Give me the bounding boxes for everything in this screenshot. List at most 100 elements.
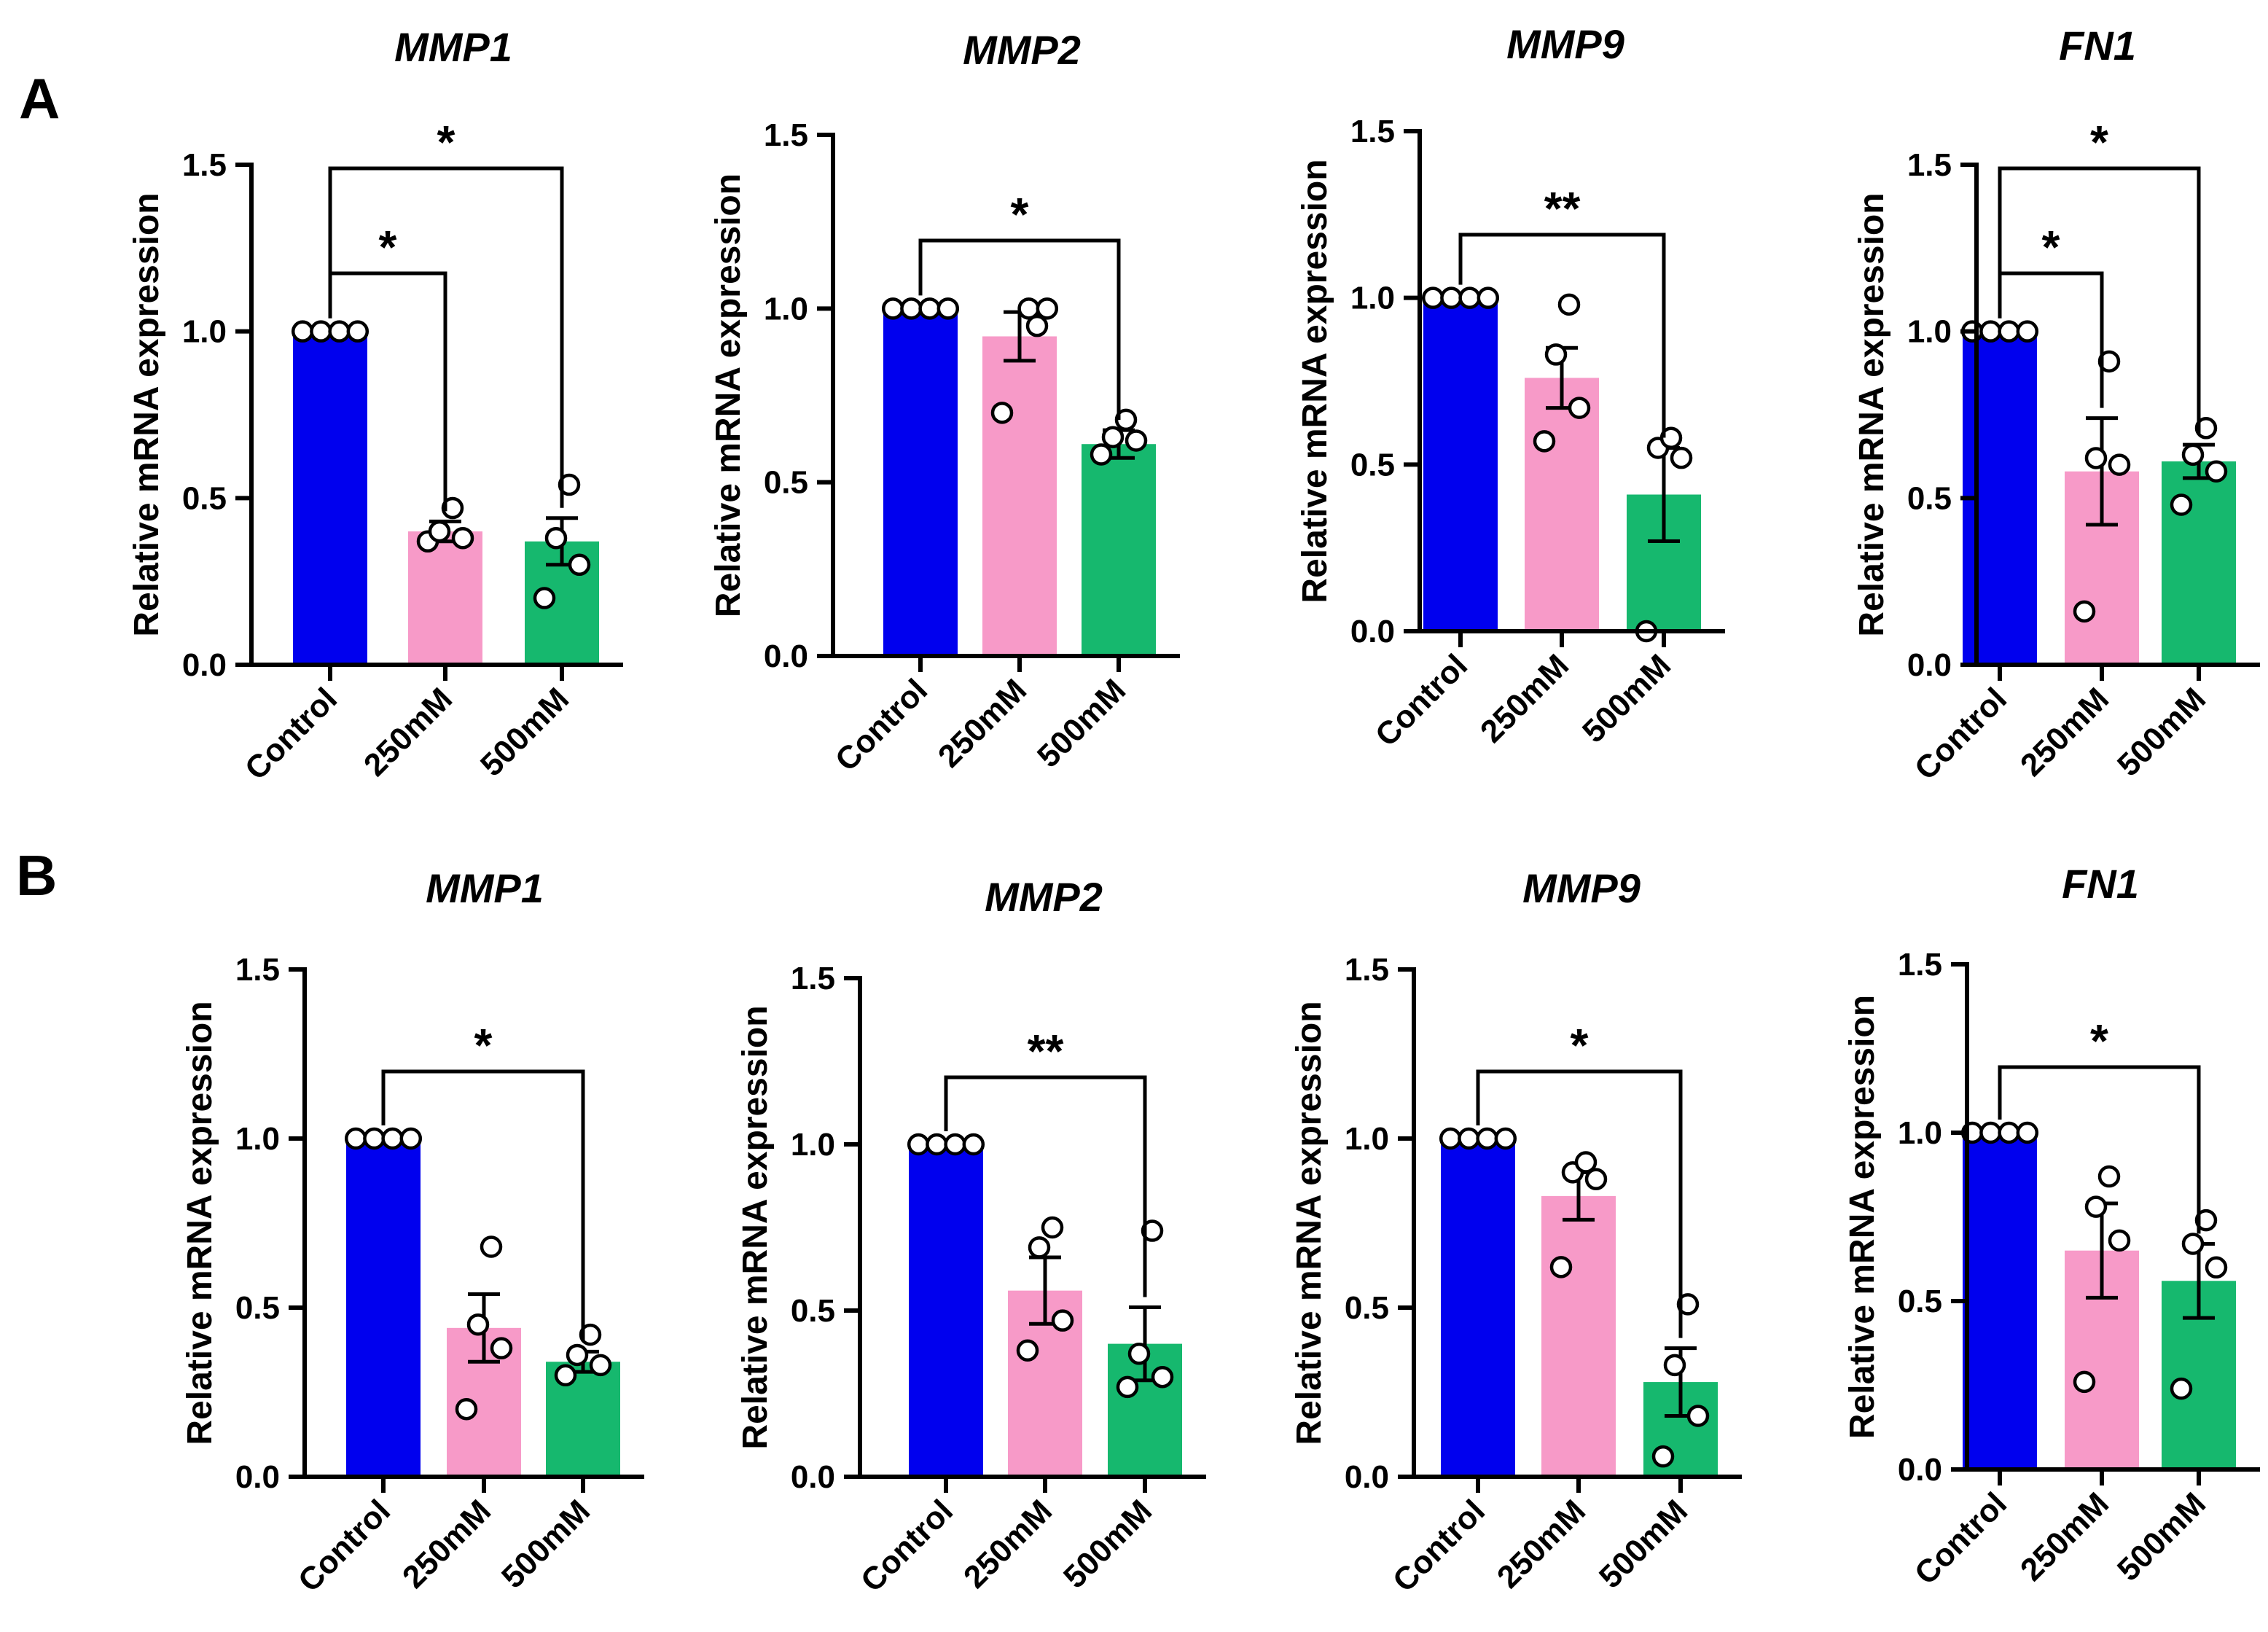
- data-point: [441, 496, 464, 520]
- bar-250mm: [1541, 1195, 1616, 1477]
- data-point: [881, 297, 904, 320]
- bar-control: [346, 1139, 421, 1477]
- data-point: [1440, 286, 1463, 309]
- y-tick-label: 1.5: [764, 117, 808, 153]
- data-point: [381, 1127, 404, 1150]
- chart-title: FN1: [2062, 861, 2139, 907]
- chart-title: MMP2: [985, 874, 1103, 920]
- x-tick-label: 500mM: [2111, 681, 2213, 783]
- data-point: [579, 1323, 602, 1346]
- significance-bracket: [1458, 233, 1666, 438]
- x-tick-label: Control: [829, 672, 934, 778]
- data-point: [1127, 1343, 1151, 1365]
- y-tick-label: 1.5: [1345, 952, 1389, 988]
- data-point: [428, 520, 451, 543]
- y-tick-label: 0.5: [1345, 1290, 1389, 1326]
- y-tick-label: 1.5: [1350, 114, 1395, 149]
- data-point: [1017, 297, 1040, 320]
- x-tick-label: 500mM: [1031, 672, 1133, 774]
- data-point: [1584, 1168, 1608, 1190]
- y-tick-label: 0.5: [1907, 480, 1952, 516]
- data-point: [1125, 429, 1148, 452]
- data-point: [480, 1235, 503, 1258]
- significance-label: **: [1544, 182, 1581, 235]
- bar-control: [909, 1144, 983, 1477]
- data-point: [328, 320, 351, 343]
- data-point: [568, 553, 591, 577]
- x-tick-label: 250mM: [357, 681, 459, 783]
- data-point: [1979, 320, 2002, 343]
- chart-b-fn1: FN1 Relative mRNA expression 0.0 0.5 1.0 1.5 C…: [1843, 861, 2260, 1592]
- data-point: [944, 1133, 966, 1156]
- data-point: [1458, 286, 1481, 309]
- y-tick-label: 1.5: [1907, 147, 1952, 183]
- y-tick-label: 0.5: [764, 465, 808, 501]
- y-tick-label: 0.0: [182, 647, 227, 683]
- y-tick-label: 1.5: [235, 952, 280, 988]
- x-tick-label: Control: [1386, 1493, 1492, 1598]
- y-axis-label: Relative mRNA expression: [1290, 1001, 1329, 1445]
- significance-label: *: [2090, 1015, 2108, 1067]
- data-point: [1439, 1127, 1462, 1150]
- significance-label: *: [1011, 188, 1029, 241]
- y-tick-label: 1.5: [1898, 947, 1942, 983]
- data-point: [399, 1127, 423, 1150]
- data-point: [2170, 1377, 2193, 1400]
- data-point: [363, 1127, 386, 1150]
- data-point: [1574, 1151, 1598, 1174]
- y-axis-label: Relative mRNA expression: [736, 1005, 775, 1449]
- data-point: [1151, 1365, 1174, 1389]
- data-point: [589, 1354, 612, 1377]
- significance-label: *: [2090, 116, 2108, 168]
- bar-500mm: [2162, 461, 2236, 665]
- data-point: [1101, 426, 1125, 448]
- y-tick-label: 1.0: [1898, 1115, 1942, 1151]
- y-tick-label: 0.0: [764, 639, 808, 674]
- data-point: [1651, 1445, 1675, 1468]
- y-axis-label: Relative mRNA expression: [1853, 192, 1891, 636]
- data-point: [1659, 426, 1683, 449]
- data-point: [2194, 417, 2218, 440]
- data-point: [2097, 350, 2121, 373]
- chart-a-fn1: FN1 Relative mRNA expression 0.0 0.5 1.0 1.5 C…: [1853, 23, 2260, 787]
- significance-label: *: [2042, 221, 2060, 273]
- bar-control: [1423, 297, 1498, 631]
- data-point: [533, 587, 556, 609]
- data-point: [918, 297, 941, 320]
- y-tick-label: 0.5: [1898, 1284, 1942, 1319]
- charts-container: MMP1 Relative mRNA expression 0.0 0.5 1.0 1.5…: [128, 21, 2260, 1599]
- chart-title: MMP9: [1522, 865, 1641, 911]
- data-point: [2084, 447, 2108, 469]
- data-point: [1114, 408, 1138, 432]
- x-tick-label: 250mM: [396, 1493, 498, 1595]
- data-point: [1544, 343, 1568, 366]
- significance-bracket: [381, 1069, 585, 1342]
- x-tick-label: 250mM: [957, 1493, 1059, 1595]
- significance-label: **: [1028, 1025, 1064, 1077]
- y-tick-label: 0.0: [791, 1459, 835, 1495]
- data-point: [310, 320, 332, 343]
- bar-control: [1441, 1139, 1515, 1477]
- data-point: [2097, 1165, 2121, 1188]
- x-tick-label: Control: [1908, 1485, 2014, 1591]
- data-point: [291, 320, 314, 343]
- significance-bracket: [1998, 1065, 2201, 1234]
- data-point: [2181, 1233, 2205, 1255]
- chart-b-mmp2: MMP2 Relative mRNA expression 0.0 0.5 1.0 1.5…: [736, 874, 1206, 1599]
- data-point: [2205, 460, 2228, 483]
- data-point: [2084, 1195, 2108, 1218]
- y-axis-label: Relative mRNA expression: [709, 173, 748, 617]
- y-axis-label: Relative mRNA expression: [1296, 159, 1334, 603]
- x-tick-label: 250mM: [1490, 1493, 1592, 1595]
- x-tick-label: 500mM: [495, 1493, 597, 1595]
- y-tick-label: 0.5: [791, 1293, 835, 1329]
- panel-letter-b: B: [16, 843, 57, 907]
- data-point: [1998, 320, 2020, 343]
- y-tick-label: 1.0: [235, 1121, 280, 1157]
- data-point: [566, 1343, 589, 1367]
- data-point: [455, 1397, 478, 1421]
- chart-a-mmp1: MMP1 Relative mRNA expression 0.0 0.5 1.0 1.5…: [128, 24, 623, 787]
- data-point: [990, 402, 1014, 424]
- data-point: [962, 1133, 985, 1156]
- significance-label: *: [379, 221, 397, 273]
